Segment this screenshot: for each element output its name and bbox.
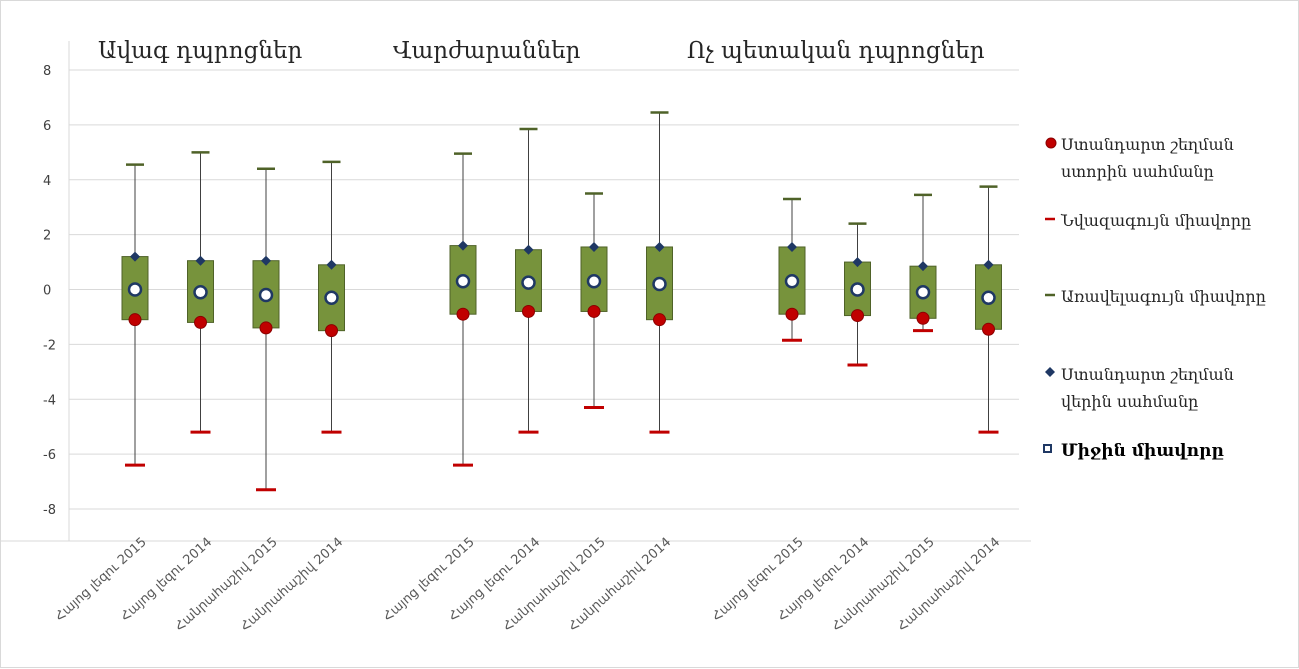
legend-item-min: Նվազագույն միավորը [1041,207,1281,234]
lower-sd-marker [851,309,864,323]
green-dash-icon [1041,285,1061,305]
legend-label-max: Առավելագույն միավորը [1061,287,1266,306]
legend-item-mean: Միջին միավորը [1041,438,1281,465]
lower-sd-marker [259,321,273,335]
lower-sd-marker [456,307,470,321]
y-tick-label: -4 [43,393,56,408]
y-tick-label: -6 [43,448,56,463]
mean-marker [981,290,996,305]
mean-marker [652,276,667,292]
mean-marker [324,290,339,305]
legend-item-upper-sd: Ստանդարտ շեղման վերին սահմանը [1041,361,1281,415]
legend-label-lower-sd: Ստանդարտ շեղման ստորին սահմանը [1061,135,1234,181]
upper-sd-marker [326,259,337,270]
mean-marker [915,284,931,300]
upper-sd-marker [195,255,206,266]
group-title: Վարժարաններ [393,38,581,64]
legend-item-max: Առավելագույն միավորը [1041,283,1281,310]
upper-sd-marker [654,241,665,252]
legend-label-min: Նվազագույն միավորը [1061,211,1252,230]
legend-item-lower-sd: Ստանդարտ շեղման ստորին սահմանը [1041,131,1281,185]
upper-sd-marker [589,241,599,252]
upper-sd-marker [458,240,468,251]
lower-sd-marker [522,304,535,318]
group-title: Ոչ պետական դպրոցներ [687,38,985,64]
mean-marker [455,274,471,289]
lower-sd-marker [982,322,995,336]
upper-sd-marker [130,251,140,262]
group-title: Ավագ դպրոցներ [98,38,302,64]
y-tick-label: 6 [43,119,51,134]
mean-marker [258,287,274,303]
lower-sd-marker [785,307,799,321]
lower-sd-marker [325,324,338,338]
lower-sd-marker [128,313,142,327]
mean-marker [521,275,536,290]
mean-marker [586,274,602,289]
y-tick-label: 8 [43,64,51,79]
upper-sd-marker [852,257,863,268]
lower-sd-marker [587,304,601,318]
navy-diamond-icon [1041,363,1061,383]
y-tick-label: 0 [43,284,51,299]
upper-sd-marker [983,259,994,270]
y-tick-label: 4 [43,174,51,189]
mean-marker [784,274,800,289]
legend-label-upper-sd: Ստանդարտ շեղման վերին սահմանը [1061,365,1234,411]
legend-label-mean: Միջին միավորը [1061,441,1224,461]
mean-marker [193,284,208,300]
upper-sd-marker [261,255,271,266]
mean-marker [850,282,865,297]
red-dash-icon [1041,209,1061,229]
y-tick-label: -8 [43,503,56,518]
upper-sd-marker [787,241,797,252]
hollow-square-icon [1041,440,1061,460]
mean-marker [127,282,143,297]
red-circle-icon [1041,133,1061,153]
lower-sd-marker [194,315,207,329]
lower-sd-marker [916,311,930,325]
y-tick-label: -2 [43,338,56,353]
y-tick-label: 2 [43,229,51,244]
lower-sd-marker [653,313,666,327]
upper-sd-marker [918,261,928,272]
upper-sd-marker [523,244,534,255]
